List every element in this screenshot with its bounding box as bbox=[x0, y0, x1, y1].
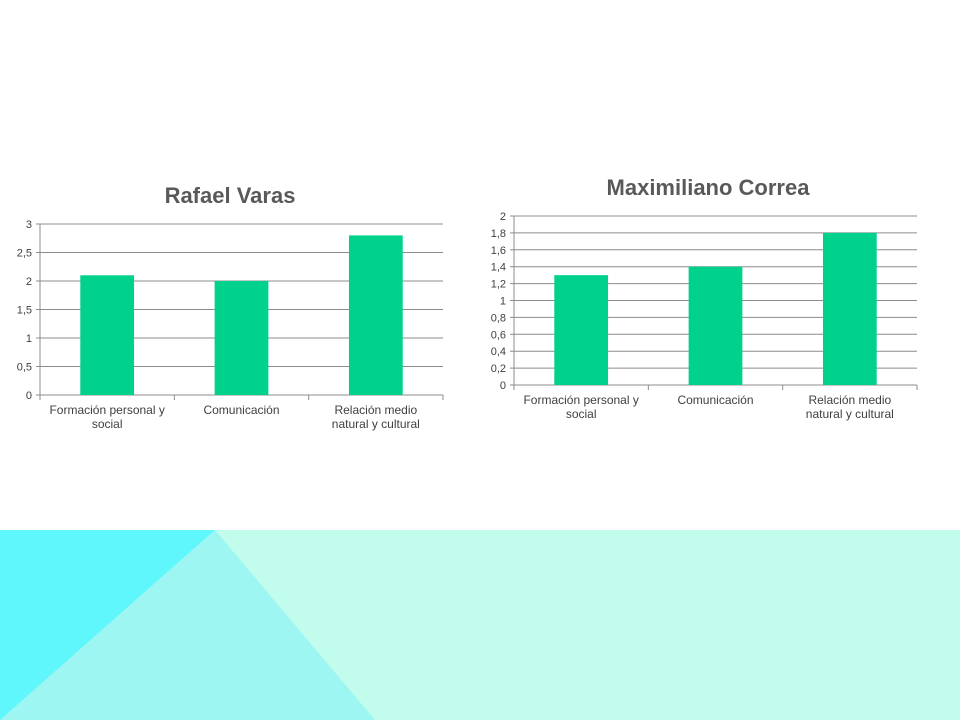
y-tick-label: 0,2 bbox=[491, 363, 506, 375]
category-label-line: natural y cultural bbox=[806, 407, 894, 421]
category-label-line: Formación personal y bbox=[49, 403, 164, 417]
y-tick-label: 0,4 bbox=[491, 346, 506, 358]
y-tick-label: 0,5 bbox=[17, 362, 32, 374]
y-tick-label: 1 bbox=[500, 296, 506, 308]
y-tick-label: 2 bbox=[500, 211, 506, 223]
y-tick-label: 2,5 bbox=[17, 248, 32, 260]
bar bbox=[554, 275, 609, 385]
bar bbox=[822, 232, 877, 385]
category-label-line: natural y cultural bbox=[332, 417, 420, 431]
category-label-line: Formación personal y bbox=[523, 393, 638, 407]
category-label: Relación medio natural y cultural bbox=[332, 403, 420, 431]
category-label-line: Comunicación bbox=[203, 403, 279, 417]
y-tick-label: 1,2 bbox=[491, 279, 506, 291]
category-label-line: Relación medio bbox=[334, 403, 417, 417]
category-label-line: social bbox=[92, 417, 123, 431]
category-label: Comunicación bbox=[203, 403, 279, 417]
chart-title: Rafael Varas bbox=[165, 183, 296, 208]
chart-title: Maximiliano Correa bbox=[607, 175, 811, 200]
band-mid-triangle bbox=[0, 530, 375, 720]
y-tick-label: 1,4 bbox=[491, 262, 506, 274]
y-tick-label: 0 bbox=[500, 380, 506, 392]
category-label-line: Relación medio bbox=[808, 393, 891, 407]
category-label: Relación medio natural y cultural bbox=[806, 393, 894, 421]
category-label-line: Comunicación bbox=[677, 393, 753, 407]
bar bbox=[348, 235, 403, 395]
category-label: Formación personal y social bbox=[523, 393, 638, 421]
category-label: Comunicación bbox=[677, 393, 753, 407]
category-label-line: social bbox=[566, 407, 597, 421]
band-left-triangle bbox=[0, 530, 215, 720]
y-tick-label: 1,8 bbox=[491, 228, 506, 240]
y-tick-label: 0,6 bbox=[491, 329, 506, 341]
y-tick-label: 0 bbox=[26, 390, 32, 402]
bar bbox=[214, 281, 269, 395]
y-tick-label: 1,6 bbox=[491, 245, 506, 257]
bar bbox=[80, 275, 135, 395]
y-tick-label: 1 bbox=[26, 333, 32, 345]
bar bbox=[688, 266, 743, 385]
y-tick-label: 3 bbox=[26, 219, 32, 231]
chart-maximiliano-correa: Maximiliano Correa 0 0,2 0,4 0,6 0,8 1 1,2 1,4 1,… bbox=[491, 175, 918, 421]
y-tick-label: 1,5 bbox=[17, 305, 32, 317]
y-tick-label: 2 bbox=[26, 276, 32, 288]
category-label: Formación personal y social bbox=[49, 403, 164, 431]
chart-rafael-varas: Rafael Varas 0 0,5 1 1,5 2 2,5 3 Formación perso… bbox=[17, 183, 444, 431]
y-tick-label: 0,8 bbox=[491, 312, 506, 324]
